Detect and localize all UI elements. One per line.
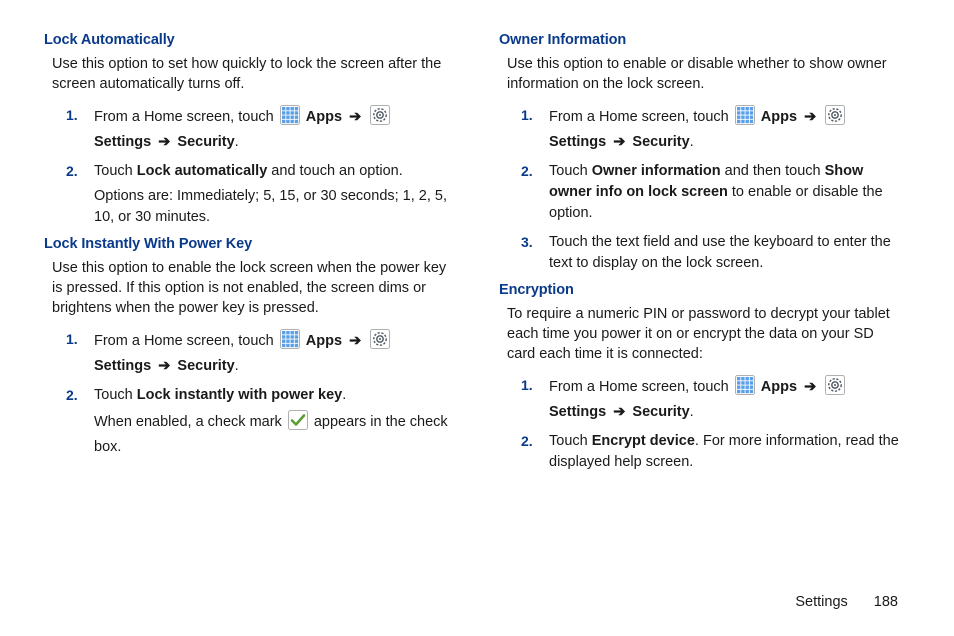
intro-lock-auto: Use this option to set how quickly to lo… xyxy=(52,54,449,95)
intro-owner-info: Use this option to enable or disable whe… xyxy=(507,54,904,95)
sub-text: Options are: Immediately; 5, 15, or 30 s… xyxy=(94,186,451,228)
checkmark-icon xyxy=(288,410,308,437)
steps-lock-auto: From a Home screen, touch Apps ➔ Setting… xyxy=(74,105,451,228)
steps-encryption: From a Home screen, touch Apps ➔ Setting… xyxy=(529,375,906,473)
steps-owner-info: From a Home screen, touch Apps ➔ Setting… xyxy=(529,105,906,274)
text: Touch xyxy=(549,433,592,449)
section-owner-info: Owner Information Use this option to ena… xyxy=(499,32,910,274)
settings-icon xyxy=(825,105,845,132)
footer-label: Settings xyxy=(795,594,847,610)
heading-lock-auto: Lock Automatically xyxy=(44,32,455,48)
text: Touch xyxy=(94,387,137,403)
security-label: Security xyxy=(177,134,234,150)
period: . xyxy=(235,134,239,150)
step: From a Home screen, touch Apps ➔ Setting… xyxy=(529,375,906,423)
apps-label: Apps xyxy=(761,109,797,125)
page-footer: Settings 188 xyxy=(795,594,898,610)
apps-icon xyxy=(280,329,300,356)
text: and touch an option. xyxy=(267,163,402,179)
right-column: Owner Information Use this option to ena… xyxy=(499,32,910,481)
apps-icon xyxy=(280,105,300,132)
text: Touch xyxy=(549,163,592,179)
period: . xyxy=(235,358,239,374)
sub-text: When enabled, a check mark appears in th… xyxy=(94,410,451,458)
arrow-icon: ➔ xyxy=(349,333,361,349)
step: From a Home screen, touch Apps ➔ Setting… xyxy=(529,105,906,153)
section-lock-automatically: Lock Automatically Use this option to se… xyxy=(44,32,455,228)
bold-text: Lock instantly with power key xyxy=(137,387,342,403)
text: From a Home screen, touch xyxy=(94,109,278,125)
settings-icon xyxy=(825,375,845,402)
text: Touch xyxy=(94,163,137,179)
steps-lock-instant: From a Home screen, touch Apps ➔ Setting… xyxy=(74,329,451,458)
text: From a Home screen, touch xyxy=(94,333,278,349)
apps-label: Apps xyxy=(306,333,342,349)
arrow-icon: ➔ xyxy=(804,379,816,395)
text: and then touch xyxy=(721,163,825,179)
apps-icon xyxy=(735,375,755,402)
text: From a Home screen, touch xyxy=(549,379,733,395)
arrow-icon: ➔ xyxy=(158,358,170,374)
heading-lock-instant: Lock Instantly With Power Key xyxy=(44,236,455,252)
intro-lock-instant: Use this option to enable the lock scree… xyxy=(52,258,449,319)
settings-label: Settings xyxy=(94,358,151,374)
page-number: 188 xyxy=(874,594,898,610)
step: Touch Lock automatically and touch an op… xyxy=(74,161,451,228)
step: From a Home screen, touch Apps ➔ Setting… xyxy=(74,105,451,153)
settings-label: Settings xyxy=(94,134,151,150)
left-column: Lock Automatically Use this option to se… xyxy=(44,32,455,481)
arrow-icon: ➔ xyxy=(613,134,625,150)
settings-label: Settings xyxy=(549,404,606,420)
text: Touch the text field and use the keyboar… xyxy=(549,234,891,271)
section-encryption: Encryption To require a numeric PIN or p… xyxy=(499,282,910,473)
step: Touch the text field and use the keyboar… xyxy=(529,232,906,274)
text: When enabled, a check mark xyxy=(94,414,286,430)
step: Touch Lock instantly with power key. Whe… xyxy=(74,385,451,458)
heading-encryption: Encryption xyxy=(499,282,910,298)
step: Touch Encrypt device. For more informati… xyxy=(529,431,906,473)
text: . xyxy=(342,387,346,403)
step: Touch Owner information and then touch S… xyxy=(529,161,906,224)
period: . xyxy=(690,404,694,420)
apps-label: Apps xyxy=(306,109,342,125)
apps-icon xyxy=(735,105,755,132)
intro-encryption: To require a numeric PIN or password to … xyxy=(507,304,904,365)
apps-label: Apps xyxy=(761,379,797,395)
step: From a Home screen, touch Apps ➔ Setting… xyxy=(74,329,451,377)
security-label: Security xyxy=(177,358,234,374)
settings-label: Settings xyxy=(549,134,606,150)
text: From a Home screen, touch xyxy=(549,109,733,125)
security-label: Security xyxy=(632,134,689,150)
settings-icon xyxy=(370,105,390,132)
arrow-icon: ➔ xyxy=(804,109,816,125)
section-lock-instantly: Lock Instantly With Power Key Use this o… xyxy=(44,236,455,458)
bold-text: Owner information xyxy=(592,163,721,179)
bold-text: Encrypt device xyxy=(592,433,695,449)
period: . xyxy=(690,134,694,150)
settings-icon xyxy=(370,329,390,356)
arrow-icon: ➔ xyxy=(349,109,361,125)
page-content: Lock Automatically Use this option to se… xyxy=(0,0,954,481)
arrow-icon: ➔ xyxy=(158,134,170,150)
bold-text: Lock automatically xyxy=(137,163,268,179)
security-label: Security xyxy=(632,404,689,420)
heading-owner-info: Owner Information xyxy=(499,32,910,48)
arrow-icon: ➔ xyxy=(613,404,625,420)
